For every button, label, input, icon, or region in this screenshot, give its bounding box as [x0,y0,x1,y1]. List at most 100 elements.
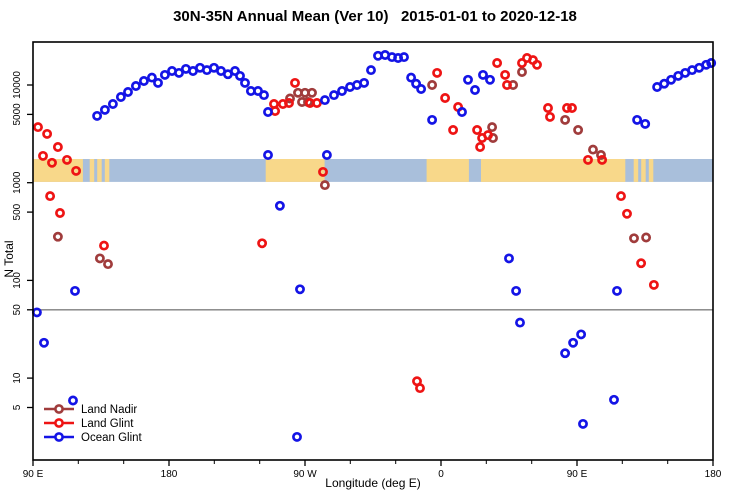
land-glint-point [583,154,593,165]
ocean-glint-point [68,395,78,406]
ocean-glint-point [399,52,409,63]
ocean-glint-point [504,253,514,264]
ocean-glint-point [666,74,677,85]
ocean-glint-point [568,337,579,348]
ocean-glint-point [659,78,670,89]
map-band-land [33,159,83,182]
ocean-glint-point [235,70,245,81]
land-glint-point [475,142,486,152]
ocean-glint-point [411,78,422,89]
ocean-glint-point [427,114,438,125]
land-glint-point [440,93,451,103]
x-axis-label: Longitude (deg E) [325,476,421,490]
ocean-glint-point [321,150,332,160]
legend-label: Land Nadir [81,404,137,416]
ocean-glint-point [416,84,427,94]
map-band-land [481,159,626,182]
land-nadir-point [94,253,105,264]
ocean-glint-point [292,431,302,442]
ocean-glint-point [123,87,133,97]
map-band-land [426,159,469,182]
land-glint-point [47,157,57,168]
x-tick-label: 180 [161,469,178,480]
land-glint-point [500,69,511,80]
land-glint-point [517,58,527,68]
y-tick-label: 50 [12,304,23,316]
land-glint-point [648,279,659,290]
land-glint-point [42,128,53,139]
y-tick-label: 5000 [12,103,23,126]
ocean-glint-point [560,348,571,359]
x-tick-label: 90 W [293,469,317,480]
land-glint-point [55,208,65,218]
x-tick-label: 90 E [567,469,588,480]
ocean-glint-point [115,92,126,102]
land-glint-point [284,98,294,108]
y-tick-label: 1000 [12,171,23,194]
ocean-glint-point [701,59,712,70]
y-tick-label: 100 [12,272,23,289]
ocean-glint-point [240,77,250,88]
land-glint-point [545,111,555,122]
ocean-glint-point [485,74,495,85]
ocean-glint-point [366,65,376,76]
x-tick-label: 180 [705,469,722,480]
map-band-land [104,159,110,182]
ocean-glint-point [406,72,417,83]
land-glint-point [472,125,483,135]
land-nadir-point [588,144,598,155]
land-glint-point [597,154,608,165]
land-glint-point [311,98,322,108]
ocean-glint-point [511,285,522,296]
land-glint-point [543,103,553,113]
ocean-glint-point [263,150,273,160]
y-tick-label: 5 [12,404,23,410]
land-glint-point [616,191,626,202]
land-glint-point [257,238,268,249]
y-tick-label: 500 [12,203,23,220]
legend-marker [54,432,64,442]
legend-label: Land Glint [81,418,134,430]
land-glint-point [38,150,48,161]
land-glint-point [415,383,425,394]
ocean-glint-point [92,110,103,121]
ocean-glint-point [39,337,49,348]
land-nadir-point [560,114,571,125]
ocean-glint-point [706,58,717,68]
land-glint-point [567,103,577,113]
ocean-glint-point [478,69,488,80]
land-glint-point [318,166,328,177]
ocean-glint-point [263,107,273,117]
map-band-land [265,159,325,182]
land-nadir-point [641,232,652,243]
ocean-glint-point [329,90,339,101]
land-nadir-point [629,233,639,244]
ocean-glint-point [337,86,347,96]
legend-marker [54,404,64,414]
land-nadir-point [596,150,606,160]
ocean-glint-point [359,77,370,88]
x-tick-label: 90 E [23,469,44,480]
land-glint-point [62,154,72,165]
land-glint-point [432,67,443,78]
ocean-glint-point [632,114,643,125]
map-band-land [641,159,646,182]
ocean-glint-point [274,200,285,211]
map-band-land [89,159,95,182]
land-glint-point [492,58,503,68]
ocean-glint-point [99,104,110,115]
ocean-glint-point [640,118,651,129]
land-nadir-point [319,180,330,191]
ocean-glint-point [470,85,480,95]
ocean-glint-point [612,285,622,296]
y-tick-label: 10000 [12,71,23,99]
y-axis-label: N Total [2,240,16,278]
ocean-glint-point [463,74,473,85]
land-glint-point [483,130,493,141]
land-nadir-point [52,231,63,242]
ocean-glint-point [130,81,141,91]
land-glint-point [99,240,109,251]
x-tick-label: 0 [438,469,444,480]
ocean-glint-point [70,285,80,296]
